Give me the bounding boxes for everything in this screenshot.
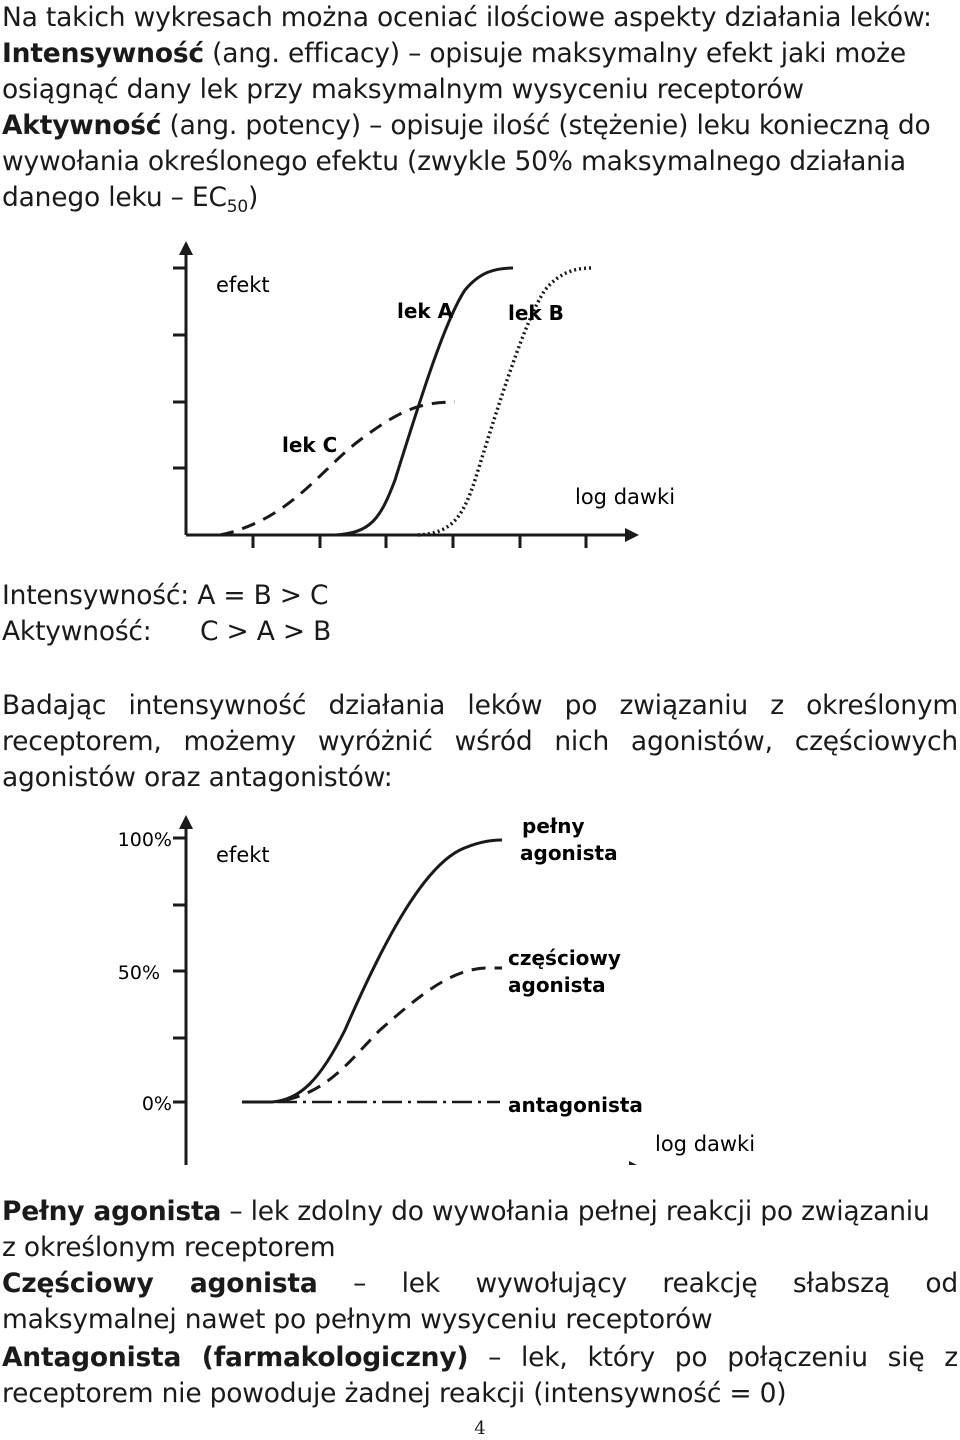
efficacy-definition: Intensywność (ang. efficacy) – opisuje m… — [2, 36, 958, 72]
label-lek-c: lek C — [282, 433, 337, 457]
fig1-y-ticks — [173, 266, 186, 470]
partial-agonist-term: Częściowy agonista — [2, 1268, 318, 1299]
activity-comparison: Aktywność: C > A > B — [2, 614, 958, 650]
dose-response-figure-1: efekt lek A lek B lek C log dawki — [173, 241, 675, 548]
potency-line-3: danego leku – EC50) — [2, 180, 958, 219]
curve-lek-b — [417, 266, 593, 537]
full-agonist-line-2: z określonym receptorem — [2, 1232, 336, 1263]
label-lek-b: lek B — [508, 301, 564, 325]
curve-partial-agonist — [285, 966, 502, 1102]
curve-lek-c — [219, 400, 456, 537]
potency-line-2: wywołania określonego efektu (zwykle 50%… — [2, 146, 906, 177]
fig2-x-label: log dawki — [655, 1132, 755, 1156]
full-agonist-definition: Pełny agonista – lek zdolny do wywołania… — [2, 1194, 958, 1230]
curve-full-agonist — [242, 838, 503, 1104]
efficacy-line-2: osiągnąć dany lek przy maksymalnym wysyc… — [2, 74, 804, 105]
full-agonist-term: Pełny agonista — [2, 1196, 222, 1227]
fig2-y-ticks — [173, 836, 186, 1104]
antagonist-definition: Antagonista (farmakologiczny) – lek, któ… — [2, 1340, 958, 1376]
partial-agonist-line-2: maksymalnej nawet po pełnym wysyceniu re… — [2, 1304, 713, 1335]
antagonist-label: antagonista — [508, 1093, 643, 1117]
potency-term: Aktywność — [2, 110, 162, 141]
intro-line-1: Na takich wykresach można oceniać ilości… — [2, 2, 932, 33]
potency-line-3-text: danego leku – EC — [2, 182, 227, 213]
paragraph2-line-3: agonistów oraz antagonistów: — [2, 762, 393, 793]
ec50-subscript: 50 — [226, 197, 248, 217]
full-agonist-text: – lek zdolny do wywołania pełnej reakcji… — [221, 1196, 930, 1227]
label-lek-a: lek A — [397, 299, 454, 323]
full-agonist-label-2: agonista — [520, 841, 618, 865]
potency-line-3-end: ) — [248, 182, 259, 213]
activity-value: C > A > B — [200, 616, 332, 647]
efficacy-term: Intensywność — [2, 38, 204, 69]
paragraph2-line-1: Badając intensywność działania leków po … — [2, 690, 958, 721]
efficacy-text: (ang. efficacy) – opisuje maksymalny efe… — [203, 38, 906, 69]
tick-0-label: 0% — [142, 1093, 172, 1115]
potency-text: (ang. potency) – opisuje ilość (stężenie… — [161, 110, 931, 141]
curve-lek-a — [334, 266, 514, 537]
fig1-y-label: efekt — [216, 273, 270, 297]
tick-100-label: 100% — [118, 829, 172, 851]
antagonist-text: – lek, który po połączeniu się z — [468, 1342, 958, 1373]
partial-agonist-label-1: częściowy — [508, 946, 621, 970]
antagonist-term: Antagonista (farmakologiczny) — [2, 1342, 469, 1373]
paragraph2-line-2: receptorem, możemy wyróżnić wśród nich a… — [2, 726, 958, 757]
full-agonist-label-1: pełny — [522, 814, 585, 838]
partial-agonist-definition: Częściowy agonista – lek wywołujący reak… — [2, 1266, 958, 1302]
partial-agonist-label-2: agonista — [508, 973, 606, 997]
tick-50-label: 50% — [118, 962, 160, 984]
agonist-figure-2: 100% 50% 0% efekt pełny agonista częścio… — [118, 814, 755, 1165]
fig1-x-ticks — [251, 535, 588, 548]
potency-definition: Aktywność (ang. potency) – opisuje ilość… — [2, 108, 958, 144]
page-number: 4 — [474, 1418, 486, 1439]
intensity-comparison: Intensywność: A = B > C — [2, 580, 329, 611]
fig1-x-label: log dawki — [575, 485, 675, 509]
partial-agonist-text: – lek wywołujący reakcję słabszą od — [317, 1268, 958, 1299]
fig2-y-label: efekt — [216, 843, 270, 867]
antagonist-line-2: receptorem nie powoduje żadnej reakcji (… — [2, 1378, 787, 1409]
activity-label: Aktywność: — [2, 616, 152, 647]
